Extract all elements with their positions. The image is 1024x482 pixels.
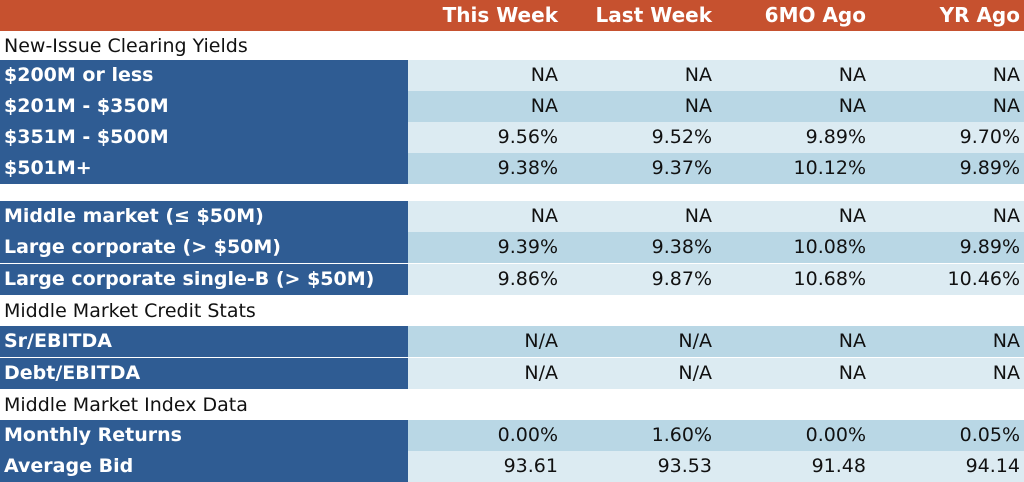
value-this-week: 9.56% [408, 122, 558, 153]
table-row: Average Bid 93.61 93.53 91.48 94.14 [0, 451, 1024, 482]
row-label: $501M+ [0, 153, 408, 184]
table-row: $200M or less NA NA NA NA [0, 60, 1024, 91]
value-6mo-ago: 91.48 [712, 451, 866, 482]
table-row: $201M - $350M NA NA NA NA [0, 91, 1024, 122]
value-yr-ago: 10.46% [866, 264, 1020, 295]
section-title: New-Issue Clearing Yields [4, 35, 248, 57]
header-this-week: This Week [442, 3, 558, 27]
value-yr-ago: NA [866, 358, 1020, 389]
section-credit-stats: Middle Market Credit Stats [0, 296, 1024, 327]
value-this-week: NA [408, 201, 558, 232]
value-last-week: 93.53 [558, 451, 712, 482]
row-label: Middle market (≤ $50M) [0, 201, 408, 232]
value-this-week: NA [408, 91, 558, 122]
header-row: This Week Last Week 6MO Ago YR Ago [0, 0, 1024, 31]
section-title: Middle Market Credit Stats [4, 300, 256, 322]
value-this-week: 9.86% [408, 264, 558, 295]
row-label: Large corporate (> $50M) [0, 232, 408, 263]
value-6mo-ago: 9.89% [712, 122, 866, 153]
row-label: $200M or less [0, 60, 408, 91]
value-yr-ago: 0.05% [866, 420, 1020, 451]
value-this-week: 93.61 [408, 451, 558, 482]
value-last-week: 1.60% [558, 420, 712, 451]
value-this-week: N/A [408, 358, 558, 389]
value-last-week: 9.52% [558, 122, 712, 153]
value-6mo-ago: 10.68% [712, 264, 866, 295]
value-yr-ago: NA [866, 326, 1020, 357]
value-last-week: 9.37% [558, 153, 712, 184]
value-yr-ago: NA [866, 201, 1020, 232]
value-yr-ago: NA [866, 91, 1020, 122]
value-6mo-ago: NA [712, 326, 866, 357]
table-row: $501M+ 9.38% 9.37% 10.12% 9.89% [0, 153, 1024, 184]
value-yr-ago: 9.70% [866, 122, 1020, 153]
section-index-data: Middle Market Index Data [0, 390, 1024, 421]
row-label: Monthly Returns [0, 420, 408, 451]
value-last-week: 9.87% [558, 264, 712, 295]
table-row: Middle market (≤ $50M) NA NA NA NA [0, 201, 1024, 232]
header-last-week: Last Week [595, 3, 712, 27]
value-this-week: 9.38% [408, 153, 558, 184]
value-yr-ago: 9.89% [866, 153, 1020, 184]
value-this-week: 9.39% [408, 232, 558, 263]
header-6mo-ago: 6MO Ago [764, 3, 866, 27]
value-last-week: NA [558, 91, 712, 122]
value-last-week: NA [558, 201, 712, 232]
value-this-week: N/A [408, 326, 558, 357]
row-label: Large corporate single-B (> $50M) [0, 264, 408, 295]
table-row: Monthly Returns 0.00% 1.60% 0.00% 0.05% [0, 420, 1024, 451]
value-last-week: N/A [558, 358, 712, 389]
value-this-week: NA [408, 60, 558, 91]
table-row: Large corporate single-B (> $50M) 9.86% … [0, 264, 1024, 295]
value-last-week: NA [558, 60, 712, 91]
value-6mo-ago: NA [712, 201, 866, 232]
value-last-week: N/A [558, 326, 712, 357]
value-6mo-ago: NA [712, 358, 866, 389]
value-6mo-ago: NA [712, 60, 866, 91]
table-row: Debt/EBITDA N/A N/A NA NA [0, 358, 1024, 389]
row-label: $201M - $350M [0, 91, 408, 122]
value-6mo-ago: NA [712, 91, 866, 122]
table-row: Large corporate (> $50M) 9.39% 9.38% 10.… [0, 232, 1024, 263]
header-yr-ago: YR Ago [939, 3, 1020, 27]
value-yr-ago: NA [866, 60, 1020, 91]
value-6mo-ago: 10.12% [712, 153, 866, 184]
row-label: Sr/EBITDA [0, 326, 408, 357]
value-yr-ago: 94.14 [866, 451, 1020, 482]
section-clearing-yields: New-Issue Clearing Yields [0, 31, 1024, 62]
value-6mo-ago: 10.08% [712, 232, 866, 263]
value-6mo-ago: 0.00% [712, 420, 866, 451]
row-label: Debt/EBITDA [0, 358, 408, 389]
row-label: Average Bid [0, 451, 408, 482]
table-row: Sr/EBITDA N/A N/A NA NA [0, 326, 1024, 357]
value-yr-ago: 9.89% [866, 232, 1020, 263]
value-this-week: 0.00% [408, 420, 558, 451]
table-row: $351M - $500M 9.56% 9.52% 9.89% 9.70% [0, 122, 1024, 153]
value-last-week: 9.38% [558, 232, 712, 263]
row-label: $351M - $500M [0, 122, 408, 153]
section-title: Middle Market Index Data [4, 394, 248, 416]
